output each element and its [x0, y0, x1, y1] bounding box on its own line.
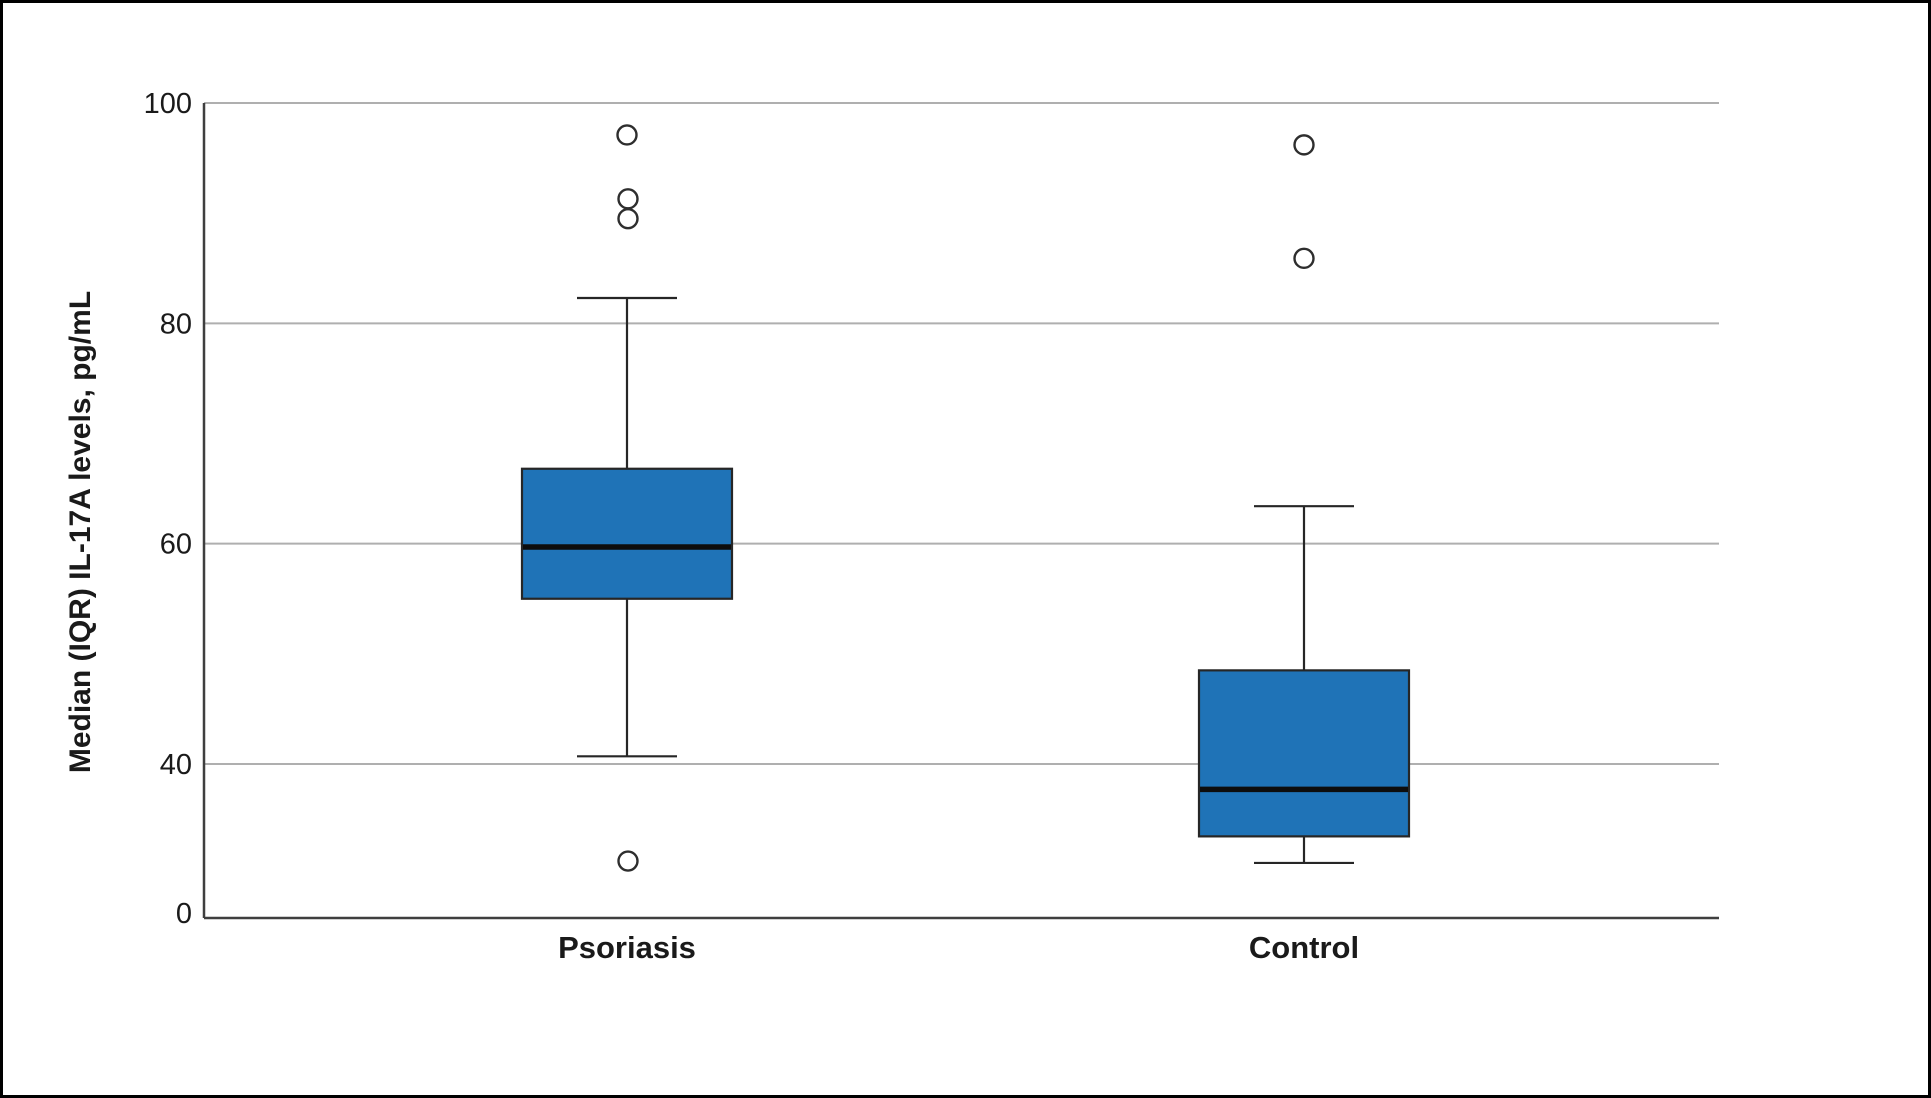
- iqr-box-psoriasis: [520, 467, 734, 600]
- y-axis-title: Median (IQR) IL-17A levels, pg/mL: [64, 291, 97, 773]
- y-tick-label-60: 60: [160, 529, 192, 561]
- outlier-points: [616, 124, 1315, 872]
- outlier-psoriasis-2: [617, 207, 639, 230]
- outlier-control-0: [1293, 134, 1315, 156]
- axes: [202, 103, 1719, 920]
- y-tick-label-40: 40: [160, 749, 192, 781]
- outlier-psoriasis-1: [617, 188, 639, 210]
- box-psoriasis: [520, 296, 734, 758]
- category-label-control: Control: [1249, 930, 1359, 965]
- outlier-psoriasis-3: [617, 850, 639, 872]
- category-label-psoriasis: Psoriasis: [558, 930, 696, 965]
- gridlines: [204, 102, 1719, 765]
- y-tick-label-0: 0: [176, 898, 192, 930]
- y-tick-labels: 0 40 60 80 100: [144, 88, 192, 930]
- iqr-box-control: [1197, 669, 1411, 838]
- outlier-psoriasis-0: [616, 124, 638, 146]
- y-tick-label-80: 80: [160, 308, 192, 340]
- boxplot-series: [520, 296, 1411, 865]
- box-control: [1197, 505, 1411, 865]
- y-tick-label-100: 100: [144, 88, 192, 120]
- outlier-control-1: [1293, 247, 1315, 270]
- x-category-labels: Psoriasis Control: [558, 930, 1359, 965]
